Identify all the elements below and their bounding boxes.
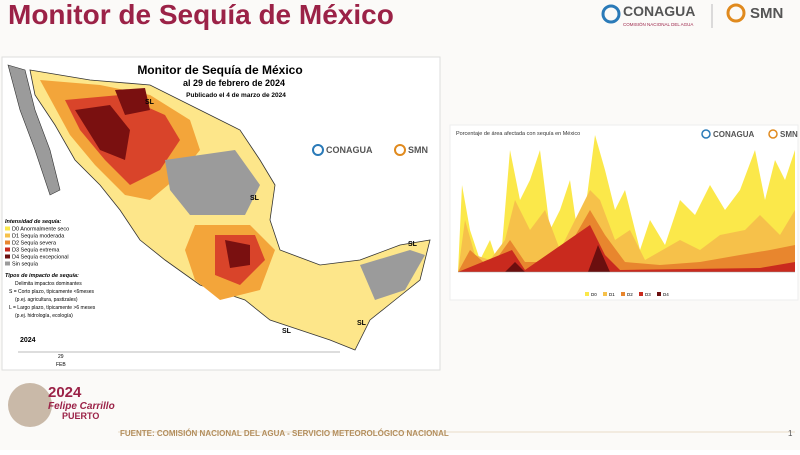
timeline-month: FEB xyxy=(56,362,66,368)
legend-swatch xyxy=(621,292,625,296)
impact-title: Tipos de impacto de sequía: xyxy=(5,273,79,279)
area-chart xyxy=(458,135,795,273)
conagua-logo xyxy=(312,144,324,156)
impact-label: (p.ej. hidrología, ecología) xyxy=(15,313,73,319)
legend-label: D2 Sequía severa xyxy=(12,241,57,247)
region-label: SL xyxy=(250,195,260,202)
legend-label: Sin sequía xyxy=(12,262,39,268)
no-drought-area xyxy=(360,250,425,300)
footer-source: FUENTE: COMISIÓN NACIONAL DEL AGUA - SER… xyxy=(120,429,449,438)
map xyxy=(7,64,431,351)
legend-swatch xyxy=(5,254,10,259)
footer-name: Felipe Carrillo xyxy=(48,401,115,412)
region-label: SL xyxy=(282,328,292,335)
smn-text: SMN xyxy=(750,5,783,22)
impact-label: (p.ej. agricultura, pastizales) xyxy=(15,297,78,303)
legend-label: D3 xyxy=(645,292,651,297)
map-conagua: CONAGUA xyxy=(326,145,373,155)
legend-label: D4 Sequía excepcional xyxy=(12,255,69,261)
smn-logo xyxy=(726,3,746,23)
map-smn: SMN xyxy=(408,145,428,155)
portrait xyxy=(8,383,52,427)
conagua-sub: COMISIÓN NACIONAL DEL AGUA xyxy=(623,21,693,27)
timeline-day: 29 xyxy=(58,354,64,360)
legend-swatch xyxy=(585,292,589,296)
baja-california xyxy=(7,64,61,196)
chart-title: Porcentaje de área afectada con sequía e… xyxy=(456,131,580,137)
footer-year: 2024 xyxy=(48,384,82,401)
d3-area xyxy=(458,225,795,272)
page-number: 1 xyxy=(788,429,793,438)
region-label: SL xyxy=(145,99,155,106)
conagua-text: CONAGUA xyxy=(623,3,695,19)
map-title: Monitor de Sequía de México xyxy=(137,63,302,77)
d4-area xyxy=(115,88,150,115)
d4-area xyxy=(505,245,610,272)
d4-area xyxy=(75,105,130,160)
legend-label: D2 xyxy=(627,292,633,297)
region-label: SL xyxy=(357,320,367,327)
legend-swatch xyxy=(5,226,10,231)
legend-label: D3 Sequía extrema xyxy=(12,248,60,254)
legend-label: D0 xyxy=(591,292,597,297)
impact-label: S = Corto plazo, típicamente <6meses xyxy=(9,289,95,295)
legend-swatch xyxy=(5,233,10,238)
chart-legend: D0 D1 D2 D3 D4 xyxy=(585,292,669,297)
legend-swatch xyxy=(657,292,661,296)
chart-conagua: CONAGUA xyxy=(713,130,755,139)
impact-label: Delimita impactos dominantes xyxy=(15,281,82,287)
conagua-logo xyxy=(701,129,711,139)
legend-swatch xyxy=(603,292,607,296)
impact-label: L = Largo plazo, típicamente >6 meses xyxy=(9,305,96,311)
impact-legend: Delimita impactos dominantes S = Corto pl… xyxy=(9,281,96,319)
timeline-year: 2024 xyxy=(20,337,36,344)
map-published: Publicado el 4 de marzo de 2024 xyxy=(186,92,286,99)
map-date: al 29 de febrero de 2024 xyxy=(183,78,285,88)
legend-swatch xyxy=(5,261,10,266)
chart-smn: SMN xyxy=(780,130,798,139)
slide-title: Monitor de Sequía de México xyxy=(8,0,394,30)
legend-title: Intensidad de sequía: xyxy=(5,219,61,225)
d1-area xyxy=(458,190,795,272)
footer-town: PUERTO xyxy=(62,411,99,421)
d4-area xyxy=(225,240,250,268)
legend-label: D0 Anormalmente seco xyxy=(12,227,69,233)
legend-swatch xyxy=(5,247,10,252)
smn-logo xyxy=(394,144,406,156)
legend-swatch xyxy=(639,292,643,296)
no-drought-area xyxy=(165,150,260,215)
legend-label: D4 xyxy=(663,292,669,297)
legend-swatch xyxy=(5,240,10,245)
legend-label: D1 xyxy=(609,292,615,297)
smn-logo xyxy=(768,129,778,139)
region-label: SL xyxy=(408,241,418,248)
conagua-logo xyxy=(601,4,621,24)
legend-label: D1 Sequía moderada xyxy=(12,234,65,240)
